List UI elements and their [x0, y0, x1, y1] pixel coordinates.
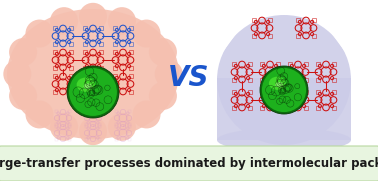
- Ellipse shape: [71, 91, 118, 101]
- Circle shape: [25, 20, 53, 48]
- FancyBboxPatch shape: [217, 78, 351, 140]
- Ellipse shape: [7, 9, 179, 139]
- FancyBboxPatch shape: [0, 146, 378, 181]
- Text: VS: VS: [168, 64, 210, 92]
- Circle shape: [69, 68, 117, 116]
- Circle shape: [149, 38, 177, 66]
- Circle shape: [133, 20, 161, 48]
- Ellipse shape: [217, 15, 351, 145]
- Circle shape: [50, 7, 78, 35]
- Circle shape: [9, 82, 37, 110]
- Circle shape: [133, 100, 161, 129]
- Circle shape: [25, 100, 53, 129]
- Circle shape: [149, 82, 177, 110]
- Polygon shape: [318, 15, 351, 60]
- Circle shape: [108, 7, 136, 35]
- Polygon shape: [217, 15, 250, 60]
- Circle shape: [260, 66, 308, 114]
- Circle shape: [155, 60, 183, 88]
- Circle shape: [3, 60, 31, 88]
- Ellipse shape: [217, 128, 351, 152]
- Circle shape: [50, 113, 78, 141]
- Ellipse shape: [275, 82, 283, 87]
- Text: Charge-transfer processes dominated by intermolecular packing: Charge-transfer processes dominated by i…: [0, 157, 378, 169]
- Circle shape: [262, 68, 306, 112]
- Circle shape: [67, 66, 119, 118]
- Circle shape: [79, 117, 107, 145]
- Ellipse shape: [84, 83, 92, 89]
- Ellipse shape: [269, 77, 286, 90]
- Circle shape: [79, 3, 107, 31]
- Circle shape: [9, 38, 37, 66]
- Ellipse shape: [77, 78, 95, 92]
- Ellipse shape: [264, 89, 308, 98]
- Circle shape: [108, 113, 136, 141]
